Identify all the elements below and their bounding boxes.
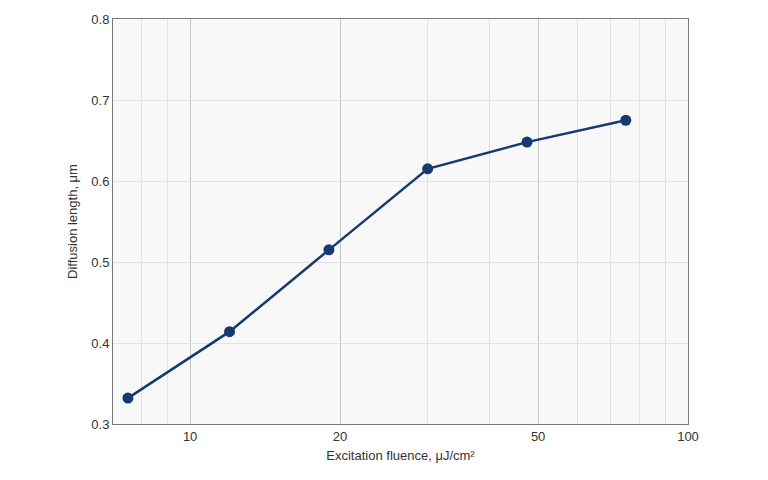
svg-text:Diffusion length, μm: Diffusion length, μm bbox=[65, 164, 80, 279]
svg-text:10: 10 bbox=[183, 429, 197, 444]
svg-text:Excitation fluence, μJ/cm²: Excitation fluence, μJ/cm² bbox=[326, 448, 475, 463]
svg-text:100: 100 bbox=[677, 429, 699, 444]
svg-text:50: 50 bbox=[531, 429, 545, 444]
svg-text:0.4: 0.4 bbox=[91, 336, 109, 351]
svg-text:0.3: 0.3 bbox=[91, 417, 109, 432]
svg-text:0.6: 0.6 bbox=[91, 174, 109, 189]
svg-text:0.8: 0.8 bbox=[91, 12, 109, 27]
svg-text:20: 20 bbox=[333, 429, 347, 444]
svg-text:0.7: 0.7 bbox=[91, 93, 109, 108]
svg-text:0.5: 0.5 bbox=[91, 255, 109, 270]
